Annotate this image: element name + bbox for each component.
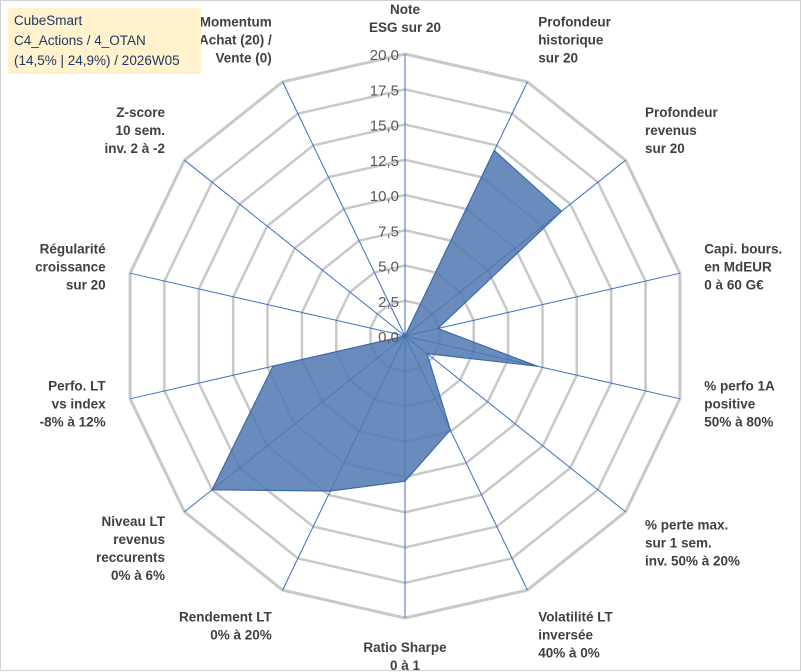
radial-tick-labels: 0,0 2,5 5,0 7,5 10,0 12,5 15,0 17,5 20,0: [370, 47, 399, 346]
data-point: [211, 489, 213, 491]
tick-label: 5,0: [378, 259, 399, 276]
info-box: CubeSmart C4_Actions / 4_OTAN (14,5% | 2…: [8, 8, 201, 74]
category-labels: Note ESG sur 20 Profondeur historique sur 20…: [35, 2, 782, 672]
category-label-line: inv. 2 à -2: [104, 141, 165, 156]
category-label-line: Rendement LT: [179, 610, 273, 625]
category-label-line: 0% à 20%: [210, 628, 272, 643]
category-label-line: Note: [390, 2, 420, 17]
series-area: [211, 149, 563, 492]
category-label-line: inversée: [538, 628, 593, 643]
data-point: [404, 335, 406, 337]
category-label-line: 10 sem.: [115, 123, 165, 138]
category-label: % perfo 1A positive 50% à 80%: [704, 378, 775, 429]
category-label-line: Capi. bours.: [704, 242, 782, 257]
category-label-line: % perte max.: [645, 518, 728, 533]
category-label-line: reccurents: [96, 550, 165, 565]
category-label-line: 40% à 0%: [538, 646, 600, 661]
tick-label: 20,0: [370, 47, 399, 64]
category-label: Régularité croissance sur 20: [35, 242, 106, 293]
spoke: [404, 272, 681, 337]
tick-label: 0,0: [378, 329, 399, 346]
data-point: [404, 480, 406, 483]
category-label-line: Volatilité LT: [538, 610, 613, 625]
category-label-line: 0 à 1: [390, 658, 421, 672]
category-label-line: en MdEUR: [704, 260, 772, 275]
spoke: [404, 335, 626, 513]
info-period: (14,5% | 24,9%) / 2026W05: [14, 53, 180, 68]
data-point: [536, 365, 538, 367]
data-area: [211, 149, 563, 492]
category-label-line: historique: [538, 32, 604, 47]
category-label-line: -8% à 12%: [40, 414, 106, 429]
category-label: Rendement LT 0% à 20%: [179, 610, 273, 643]
category-label: Niveau LT revenus reccurents 0% à 6%: [96, 514, 166, 583]
data-point: [560, 210, 563, 212]
category-label-line: Ratio Sharpe: [363, 640, 447, 655]
category-label-line: inv. 50% à 20%: [645, 554, 740, 569]
category-label: % perte max. sur 1 sem. inv. 50% à 20%: [645, 518, 740, 569]
category-label-line: sur 20: [66, 278, 106, 293]
category-label-line: sur 20: [645, 141, 685, 156]
data-point: [272, 365, 274, 367]
category-label: Z-score 10 sem. inv. 2 à -2: [104, 105, 165, 156]
tick-label: 17,5: [370, 82, 399, 99]
category-label-line: sur 20: [538, 50, 578, 65]
category-label-line: Niveau LT: [101, 514, 165, 529]
tick-label: 10,0: [370, 188, 399, 205]
category-label: Profondeur revenus sur 20: [645, 105, 718, 156]
category-label-line: 0 à 60 G€: [704, 278, 764, 293]
category-label: Capi. bours. en MdEUR 0 à 60 G€: [704, 242, 782, 293]
data-point: [493, 149, 496, 152]
category-label-line: vs index: [52, 396, 107, 411]
info-company: CubeSmart: [14, 13, 83, 28]
category-label-line: % perfo 1A: [704, 378, 775, 393]
category-label-line: revenus: [645, 123, 697, 138]
category-label: Profondeur historique sur 20: [538, 14, 611, 65]
category-label-line: 0% à 6%: [111, 568, 165, 583]
category-label-line: Profondeur: [645, 105, 718, 120]
data-point: [449, 429, 452, 431]
category-label: Perfo. LT vs index -8% à 12%: [40, 378, 107, 429]
category-label: Note ESG sur 20: [369, 2, 441, 35]
data-point: [426, 352, 428, 355]
spoke: [184, 159, 406, 337]
spoke: [129, 272, 406, 337]
category-label-line: Régularité: [40, 242, 107, 257]
category-label-line: sur 1 sem.: [645, 536, 712, 551]
tick-label: 2,5: [378, 294, 399, 311]
category-label: Momentum Achat (20) / Vente (0): [199, 14, 272, 65]
category-label: Ratio Sharpe 0 à 1: [363, 640, 447, 672]
info-category: C4_Actions / 4_OTAN: [14, 33, 146, 48]
data-point: [437, 327, 439, 330]
category-label-line: 50% à 80%: [704, 414, 773, 429]
category-label-line: croissance: [35, 260, 106, 275]
category-label: Volatilité LT inversée 40% à 0%: [538, 610, 613, 661]
category-label-line: revenus: [113, 532, 165, 547]
category-label-line: Vente (0): [216, 50, 272, 65]
category-label-line: Momentum: [200, 14, 272, 29]
category-label-line: Achat (20) /: [199, 32, 272, 47]
data-point: [329, 490, 332, 492]
category-label-line: Perfo. LT: [48, 378, 106, 393]
category-label-line: Profondeur: [538, 14, 611, 29]
tick-label: 7,5: [378, 223, 399, 240]
category-label-line: positive: [704, 396, 756, 411]
category-label-line: Z-score: [116, 105, 165, 120]
tick-label: 12,5: [370, 153, 399, 170]
tick-label: 15,0: [370, 118, 399, 135]
category-label-line: ESG sur 20: [369, 20, 441, 35]
spoke: [282, 81, 406, 337]
